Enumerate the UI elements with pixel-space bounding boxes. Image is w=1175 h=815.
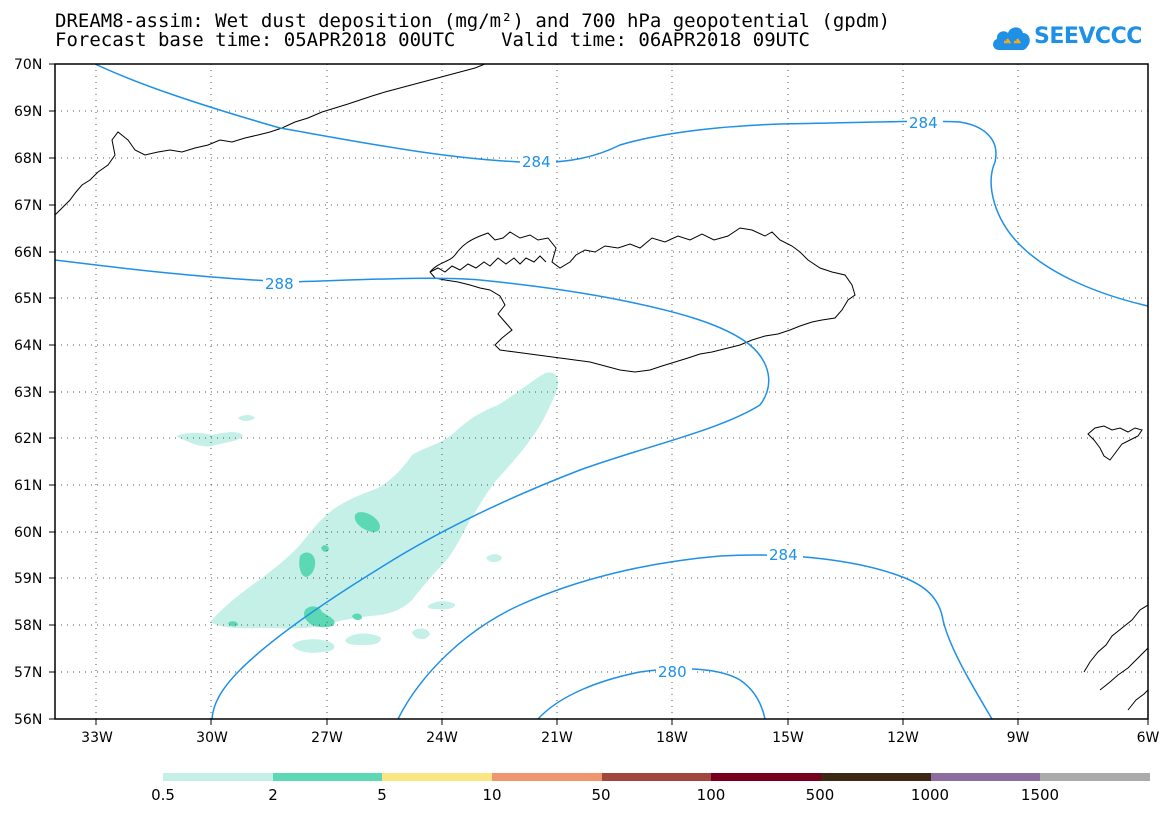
contour-284-north <box>94 64 1148 307</box>
legend-swatch <box>382 773 493 781</box>
title-line-1: DREAM8-assim: Wet dust deposition (mg/m²… <box>55 10 891 32</box>
contour-label-284-b: 284 <box>909 114 938 132</box>
legend-label: 2 <box>268 786 278 804</box>
lat-label: 66N <box>14 245 42 261</box>
lat-labels: 70N 69N 68N 67N 66N 65N 64N 63N 62N 61N … <box>14 57 42 728</box>
contour-labels: 284 284 288 284 280 <box>263 114 943 681</box>
legend-label: 10 <box>482 786 502 804</box>
contour-label-288: 288 <box>265 275 294 293</box>
axis-ticks <box>49 63 1149 725</box>
scotland-coast-2 <box>1099 647 1148 691</box>
scotland-coast <box>1083 604 1148 673</box>
dust-area-south-2 <box>345 633 381 646</box>
grid-lines <box>55 64 1148 719</box>
dust-core-1 <box>354 512 380 533</box>
legend-label: 5 <box>377 786 387 804</box>
dust-core-3 <box>304 606 335 628</box>
legend-swatch <box>711 773 822 781</box>
contour-280 <box>537 667 766 719</box>
logo-text: SEEVCCC <box>1034 24 1142 49</box>
cloud-icon <box>993 27 1030 50</box>
dust-area-patch-small <box>486 554 502 563</box>
dust-area-patch-east <box>427 601 456 610</box>
lon-label: 33W <box>81 730 113 746</box>
legend-label: 500 <box>805 786 835 804</box>
lon-label: 6W <box>1137 730 1160 746</box>
coastlines <box>55 64 1148 711</box>
legend-labels: 0.5 2 5 10 50 100 500 1000 1500 <box>0 786 1175 806</box>
legend-swatch <box>272 773 383 781</box>
legend-swatch <box>163 773 273 781</box>
legend-label: 1000 <box>910 786 950 804</box>
contour-label-284-c: 284 <box>769 546 798 564</box>
lat-label: 61N <box>14 478 42 494</box>
scotland-coast-3 <box>1127 689 1148 711</box>
contour-284-south <box>397 554 993 719</box>
lon-labels: 33W 30W 27W 24W 21W 18W 15W 12W 9W 6W <box>81 730 1159 746</box>
dust-area-patch-small-2 <box>412 628 430 640</box>
lat-label: 60N <box>14 525 42 541</box>
contour-label-284-a: 284 <box>522 153 551 171</box>
lon-label: 9W <box>1007 730 1030 746</box>
dust-area-west <box>176 432 243 447</box>
legend-swatch <box>821 773 931 781</box>
lon-label: 12W <box>887 730 919 746</box>
legend-label: 1500 <box>1020 786 1060 804</box>
lat-label: 58N <box>14 618 42 634</box>
lat-label: 63N <box>14 385 42 401</box>
geopotential-contours <box>55 64 1148 719</box>
dust-core-5 <box>352 613 362 621</box>
lon-label: 27W <box>311 730 343 746</box>
lon-label: 18W <box>656 730 688 746</box>
lat-label: 64N <box>14 338 42 354</box>
dust-core-2 <box>299 552 316 577</box>
lat-label: 65N <box>14 291 42 307</box>
lat-label: 59N <box>14 571 42 587</box>
legend-swatch <box>930 773 1041 781</box>
color-legend <box>163 773 1151 781</box>
lat-label: 56N <box>14 712 42 728</box>
lat-label: 62N <box>14 431 42 447</box>
faroe-islands <box>1087 425 1143 461</box>
dust-area-west-2 <box>238 415 255 421</box>
lat-label: 67N <box>14 198 42 214</box>
dust-area-south <box>292 639 335 653</box>
legend-label: 0.5 <box>151 786 175 804</box>
greenland-coast <box>55 64 486 216</box>
lat-label: 68N <box>14 151 42 167</box>
lon-label: 15W <box>772 730 804 746</box>
legend-swatch <box>492 773 602 781</box>
lat-label: 69N <box>14 104 42 120</box>
legend-swatch <box>1040 773 1151 781</box>
lat-label: 57N <box>14 665 42 681</box>
dust-deposition-layer <box>176 372 559 653</box>
legend-swatch <box>601 773 712 781</box>
lat-label: 70N <box>14 57 42 73</box>
contour-288 <box>55 259 770 719</box>
contour-label-280: 280 <box>658 663 687 681</box>
legend-label: 100 <box>696 786 726 804</box>
title-line-2: Forecast base time: 05APR2018 00UTC Vali… <box>55 29 810 51</box>
legend-label: 50 <box>591 786 611 804</box>
lon-label: 24W <box>426 730 458 746</box>
seevccc-logo: SEEVCCC <box>990 22 1150 58</box>
lon-label: 30W <box>196 730 228 746</box>
iceland-westfjords <box>429 255 547 273</box>
chart-title: DREAM8-assim: Wet dust deposition (mg/m²… <box>55 12 890 50</box>
lon-label: 21W <box>541 730 573 746</box>
iceland-coast <box>429 227 856 373</box>
dust-area-main <box>210 372 559 629</box>
